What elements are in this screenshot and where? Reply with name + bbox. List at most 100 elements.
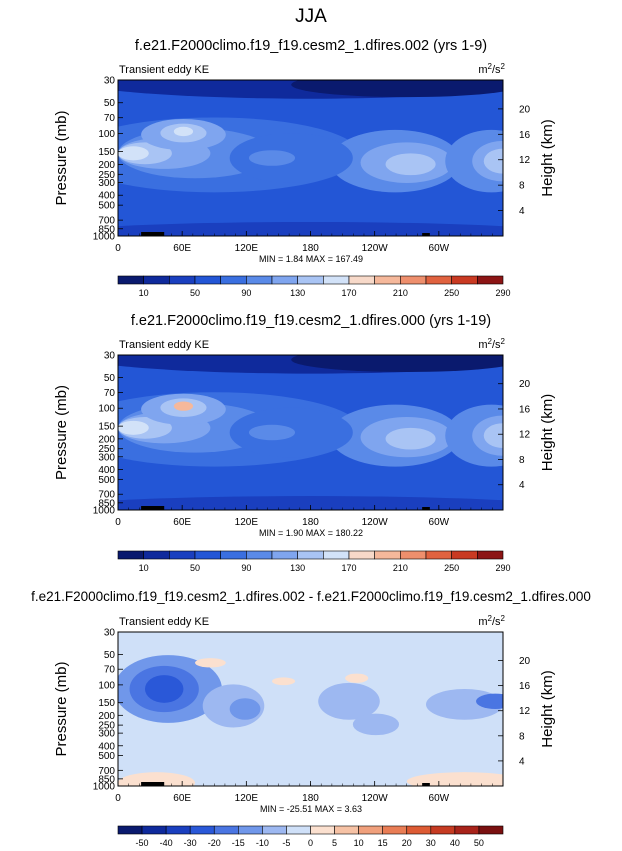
panel-1: f.e21.F2000climo.f19_f19.cesm2_1.dfires.… (53, 38, 556, 298)
colorbar-label: 90 (241, 563, 251, 573)
contour-region (173, 401, 194, 411)
colorbar-label: 290 (495, 288, 510, 298)
contour-shapes (118, 355, 503, 510)
colorbar-label: 130 (290, 288, 305, 298)
y2-tick-label: 16 (519, 681, 531, 692)
topography (422, 507, 430, 510)
colorbar-label: 15 (378, 838, 388, 848)
panel-left-label: Transient eddy KE (119, 64, 209, 76)
colorbar-label: 210 (393, 288, 408, 298)
y-tick-label: 70 (104, 113, 116, 124)
colorbar-swatch (143, 275, 170, 285)
colorbar: 10 50 90 130 170 210 250 290 (117, 550, 511, 573)
colorbar-swatch (117, 825, 143, 835)
colorbar-swatch (334, 825, 359, 835)
colorbar-swatch (382, 825, 408, 835)
contour-shapes (118, 80, 503, 236)
colorbar-label: -15 (232, 838, 245, 848)
page-title: JJA (295, 6, 327, 27)
x-tick-label: 120E (235, 243, 259, 254)
y-tick-label: 1000 (93, 506, 116, 517)
x-tick-label: 60W (429, 517, 450, 528)
y-tick-label: 850 (98, 224, 115, 235)
panel-left-label: Transient eddy KE (119, 339, 209, 351)
colorbar-swatch (194, 275, 221, 285)
x-tick-label: 180 (302, 793, 319, 804)
colorbar-label: 210 (393, 563, 408, 573)
contour-region (195, 658, 226, 668)
contour-shapes (118, 655, 503, 786)
colorbar-swatch (297, 550, 324, 560)
colorbar-swatch (400, 550, 427, 560)
contour-region (118, 420, 149, 435)
y-tick-label: 150 (98, 422, 115, 433)
colorbar-swatch (400, 275, 427, 285)
y-tick-label: 200 (98, 434, 115, 445)
contour-region (291, 80, 503, 98)
colorbar-swatch (477, 275, 504, 285)
y-tick-label: 500 (98, 751, 115, 762)
colorbar-swatch (169, 275, 196, 285)
x-tick-label: 120E (235, 793, 259, 804)
contour-region (476, 693, 503, 709)
colorbar-swatch (169, 550, 196, 560)
y2-tick-label: 12 (519, 706, 531, 717)
contour-region (385, 153, 436, 176)
panel-3: f.e21.F2000climo.f19_f19.cesm2_1.dfires.… (31, 589, 591, 848)
colorbar-swatch (271, 275, 298, 285)
y-axis-label: Pressure (mb) (53, 110, 70, 205)
y2-tick-label: 8 (519, 455, 525, 466)
colorbar-swatch (477, 550, 504, 560)
y-tick-label: 300 (98, 178, 115, 189)
contour-region (118, 221, 503, 236)
y2-tick-label: 20 (519, 379, 531, 390)
contour-region (345, 673, 369, 683)
topography (422, 783, 430, 786)
colorbar-swatch (286, 825, 311, 835)
y2-tick-label: 4 (519, 480, 525, 491)
y2-tick-label: 20 (519, 104, 531, 115)
y-tick-label: 1000 (93, 782, 116, 793)
colorbar-swatch (117, 275, 144, 285)
colorbar-swatch (117, 550, 144, 560)
colorbar-label: 170 (341, 563, 356, 573)
colorbar-swatch (425, 550, 452, 560)
y-tick-label: 100 (98, 404, 115, 415)
contour-region (406, 772, 503, 786)
colorbar-swatch (262, 825, 287, 835)
y-tick-label: 200 (98, 160, 115, 171)
y-tick-label: 250 (98, 721, 115, 732)
colorbar-label: 30 (426, 838, 436, 848)
colorbar-swatch (374, 275, 401, 285)
colorbar-swatch (348, 275, 375, 285)
colorbar-swatch (454, 825, 480, 835)
y-tick-label: 400 (98, 465, 115, 476)
x-tick-label: 60E (173, 243, 191, 254)
y-tick-label: 30 (104, 76, 116, 87)
topography (141, 506, 165, 510)
units-label: m2/s2 (478, 62, 505, 76)
x-tick-label: 120W (362, 243, 389, 254)
y-axis-label: Pressure (mb) (53, 385, 70, 480)
x-tick-label: 120E (235, 517, 259, 528)
y2-tick-label: 4 (519, 756, 525, 767)
y-tick-label: 150 (98, 147, 115, 158)
y-tick-label: 400 (98, 741, 115, 752)
y-tick-label: 250 (98, 170, 115, 181)
x-tick-label: 120W (362, 793, 389, 804)
topography (141, 782, 165, 786)
x-tick-label: 60E (173, 517, 191, 528)
colorbar-label: -50 (136, 838, 149, 848)
colorbar-swatch (238, 825, 263, 835)
colorbar-label: 50 (190, 563, 200, 573)
x-tick-label: 60E (173, 793, 191, 804)
contour-region (144, 675, 184, 703)
y-tick-label: 150 (98, 698, 115, 709)
contour-region (483, 148, 503, 174)
colorbar-label: -40 (160, 838, 173, 848)
colorbar-swatch (348, 550, 375, 560)
colorbar-swatch (451, 275, 478, 285)
colorbar-label: 50 (190, 288, 200, 298)
y-tick-label: 400 (98, 191, 115, 202)
y-tick-label: 850 (98, 774, 115, 785)
